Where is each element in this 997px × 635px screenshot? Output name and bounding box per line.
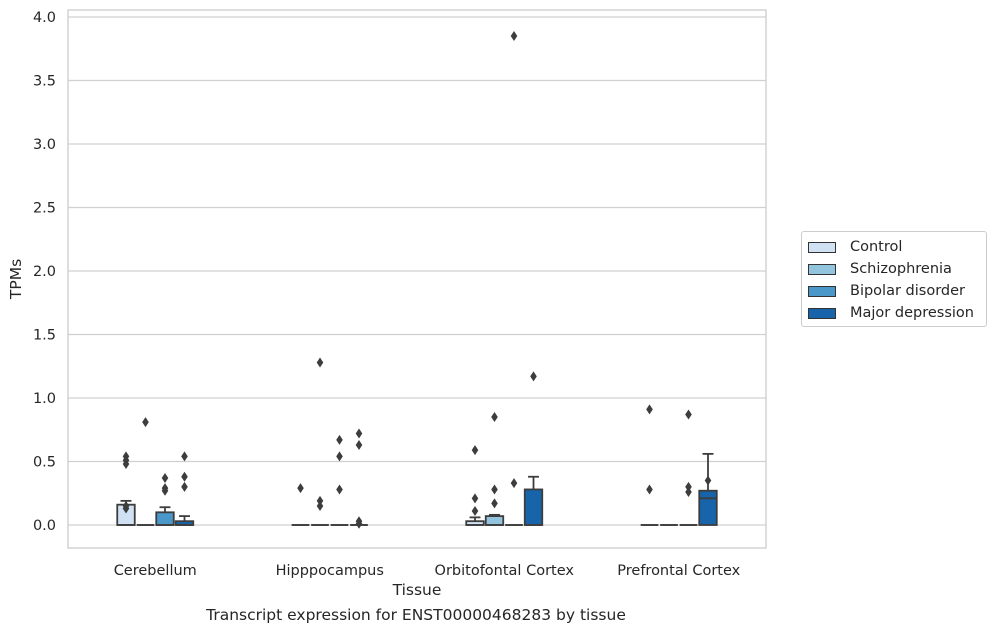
box-plot-group: [640, 404, 659, 526]
box-plot-group: [311, 357, 329, 526]
y-tick-label: 1.0: [33, 391, 56, 407]
box-plot-group: [679, 409, 698, 526]
outlier-point: [685, 409, 692, 420]
gridlines: [68, 16, 766, 526]
x-tick-label: Orbitofontal Cortex: [435, 563, 575, 579]
legend-label-bipolar-disorder: Bipolar disorder: [850, 283, 965, 299]
box-plot-group: [174, 451, 195, 526]
box-plot-group: [505, 31, 523, 526]
box: [698, 489, 718, 526]
legend-label-schizophrenia: Schizophrenia: [850, 261, 952, 277]
outlier-point: [491, 484, 498, 495]
legend-item-bipolar-disorder: Bipolar disorder: [808, 282, 965, 300]
outlier-point: [510, 478, 518, 489]
outlier-point: [122, 503, 130, 514]
box-plot-group: [155, 473, 175, 526]
box-plots: [116, 31, 718, 529]
x-tick-label: Prefrontal Cortex: [617, 563, 740, 579]
outlier-point: [646, 484, 653, 495]
outlier-point: [122, 459, 130, 470]
outlier-point: [181, 481, 188, 492]
x-tick-labels: Cerebellum Hipppocampus Orbitofontal Corte…: [114, 563, 741, 579]
legend-swatch-control: [808, 241, 836, 253]
y-tick-label: 2.5: [33, 201, 56, 217]
legend-swatch-schizophrenia: [808, 263, 836, 275]
legend-item-control: Control: [808, 238, 902, 256]
legend-swatch-bipolar-disorder: [808, 285, 836, 297]
outlier-point: [355, 518, 363, 529]
legend-label-major-depression: Major depression: [850, 305, 974, 321]
outlier-point: [491, 412, 498, 423]
box: [155, 511, 175, 526]
y-tick-label: 4.0: [33, 10, 56, 26]
y-tick-label: 2.0: [33, 264, 56, 280]
outlier-point: [355, 428, 363, 439]
box: [523, 488, 544, 526]
box-plot-group: [136, 417, 155, 526]
x-tick-label: Cerebellum: [114, 563, 197, 579]
x-axis-label: Tissue: [392, 581, 442, 599]
box-plot-group: [116, 451, 136, 526]
box-plot-group: [698, 452, 718, 526]
outlier-point: [471, 493, 479, 504]
box-plot-group: [523, 371, 544, 526]
y-tick-label: 0.5: [33, 455, 56, 471]
x-tick-label: Hipppocampus: [276, 563, 384, 579]
outlier-point: [530, 371, 537, 382]
box-plot-group: [350, 428, 368, 529]
outlier-point: [336, 434, 343, 445]
outlier-point: [336, 451, 343, 462]
outlier-point: [316, 500, 324, 511]
outlier-point: [142, 417, 149, 428]
outlier-point: [181, 451, 188, 462]
plot-area-frame: [67, 9, 767, 549]
outlier-point: [704, 475, 712, 486]
outlier-point: [471, 506, 479, 517]
outlier-point: [510, 31, 518, 42]
box-plot-group: [291, 483, 310, 526]
outlier-point: [316, 357, 324, 368]
y-tick-label: 1.5: [33, 328, 56, 344]
outlier-point: [161, 473, 169, 484]
box-plot-group: [330, 434, 349, 526]
outlier-point: [181, 471, 188, 482]
box-plot-group: [465, 445, 485, 526]
outlier-point: [161, 485, 169, 496]
outlier-point: [316, 495, 324, 506]
legend-item-schizophrenia: Schizophrenia: [808, 260, 952, 278]
box-plot-group: [484, 412, 505, 526]
legend: Control Schizophrenia Bipolar disorder M…: [801, 231, 987, 327]
y-axis-label: TPMs: [7, 259, 25, 300]
y-tick-labels: 0.0 0.5 1.0 1.5 2.0 2.5 3.0 3.5 4.0: [33, 10, 56, 534]
legend-item-major-depression: Major depression: [808, 304, 974, 322]
outlier-point: [297, 483, 304, 494]
y-tick-label: 3.5: [33, 74, 56, 90]
outlier-point: [685, 481, 692, 492]
outlier-point: [646, 404, 653, 415]
outlier-point: [685, 486, 692, 497]
outlier-point: [471, 445, 479, 456]
y-tick-label: 0.0: [33, 518, 56, 534]
legend-swatch-major-depression: [808, 307, 836, 319]
outlier-point: [355, 439, 363, 450]
chart-caption: Transcript expression for ENST0000046828…: [206, 606, 626, 624]
box: [484, 515, 505, 526]
outlier-point: [491, 498, 498, 509]
legend-label-control: Control: [850, 239, 903, 255]
outlier-point: [336, 484, 343, 495]
y-tick-label: 3.0: [33, 137, 56, 153]
